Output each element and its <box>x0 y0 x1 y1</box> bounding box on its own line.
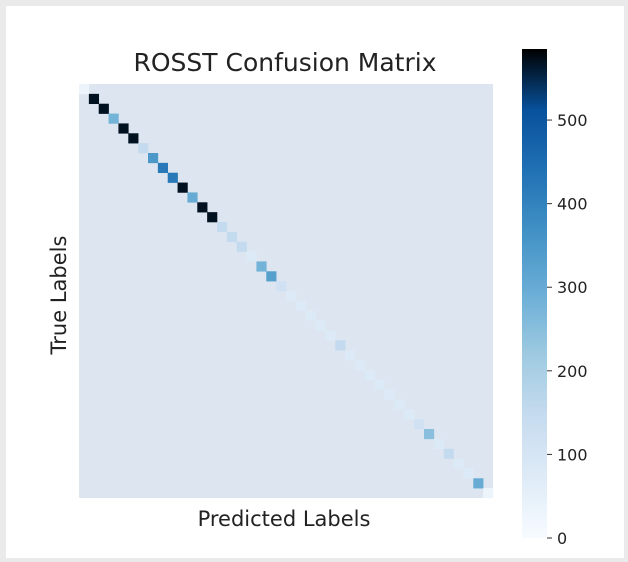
heatmap-cell <box>345 350 356 361</box>
heatmap-cell <box>394 399 405 410</box>
heatmap-cell <box>187 192 198 203</box>
heatmap-cell <box>236 241 247 252</box>
heatmap-cell <box>256 261 267 272</box>
heatmap-cell <box>167 172 178 183</box>
heatmap-cell <box>414 419 425 430</box>
heatmap-cell <box>79 84 90 95</box>
colorbar <box>522 49 547 538</box>
heatmap-cell <box>226 231 238 243</box>
colorbar-tick-label: 300 <box>557 278 588 297</box>
heatmap-cell <box>177 182 188 193</box>
heatmap-cell <box>138 143 149 154</box>
colorbar-tick-label: 400 <box>557 195 588 214</box>
heatmap-cell <box>483 488 494 499</box>
heatmap-cell <box>295 300 307 312</box>
heatmap-cell <box>217 222 228 233</box>
heatmap-cell <box>266 271 277 282</box>
heatmap-cell <box>98 103 109 114</box>
heatmap-cell <box>473 478 484 489</box>
heatmap-cell <box>424 429 435 440</box>
heatmap-cell <box>404 409 415 420</box>
heatmap-cell <box>148 153 159 164</box>
heatmap-cell <box>157 162 169 174</box>
heatmap-cell <box>108 113 119 124</box>
heatmap-cell <box>286 291 297 302</box>
confusion-matrix-chart: ROSST Confusion Matrix Predicted Labels … <box>47 48 588 548</box>
heatmap-cell <box>443 448 454 459</box>
heatmap-cell <box>335 340 346 351</box>
heatmap-cell <box>463 468 474 479</box>
heatmap-cell <box>325 330 336 341</box>
heatmap-cell <box>207 212 218 223</box>
heatmap-grid <box>79 84 494 499</box>
colorbar-tick-label: 200 <box>557 362 588 381</box>
heatmap-cell <box>355 360 366 371</box>
heatmap-cell <box>88 93 100 105</box>
heatmap-cell <box>433 438 445 450</box>
heatmap-cell <box>374 379 385 390</box>
heatmap-cell <box>453 458 464 469</box>
heatmap-cell <box>384 389 395 400</box>
heatmap-cell <box>276 281 287 292</box>
heatmap-cell <box>315 320 326 331</box>
chart-title: ROSST Confusion Matrix <box>133 48 436 77</box>
colorbar-tick-label: 100 <box>557 445 588 464</box>
x-axis-label: Predicted Labels <box>198 507 371 531</box>
heatmap-cell <box>128 133 139 144</box>
colorbar-tick-label: 0 <box>557 529 567 548</box>
heatmap-cell <box>197 202 208 213</box>
heatmap-cell <box>118 123 129 134</box>
y-axis-label: True Labels <box>47 236 71 356</box>
chart-figure: ROSST Confusion Matrix Predicted Labels … <box>6 6 624 558</box>
heatmap-cell <box>246 251 257 262</box>
colorbar-tick-label: 500 <box>557 111 588 130</box>
heatmap-cell <box>364 369 376 381</box>
heatmap-cell <box>305 310 316 321</box>
colorbar-ticks: 0 100 200 300 400 500 <box>547 111 588 548</box>
